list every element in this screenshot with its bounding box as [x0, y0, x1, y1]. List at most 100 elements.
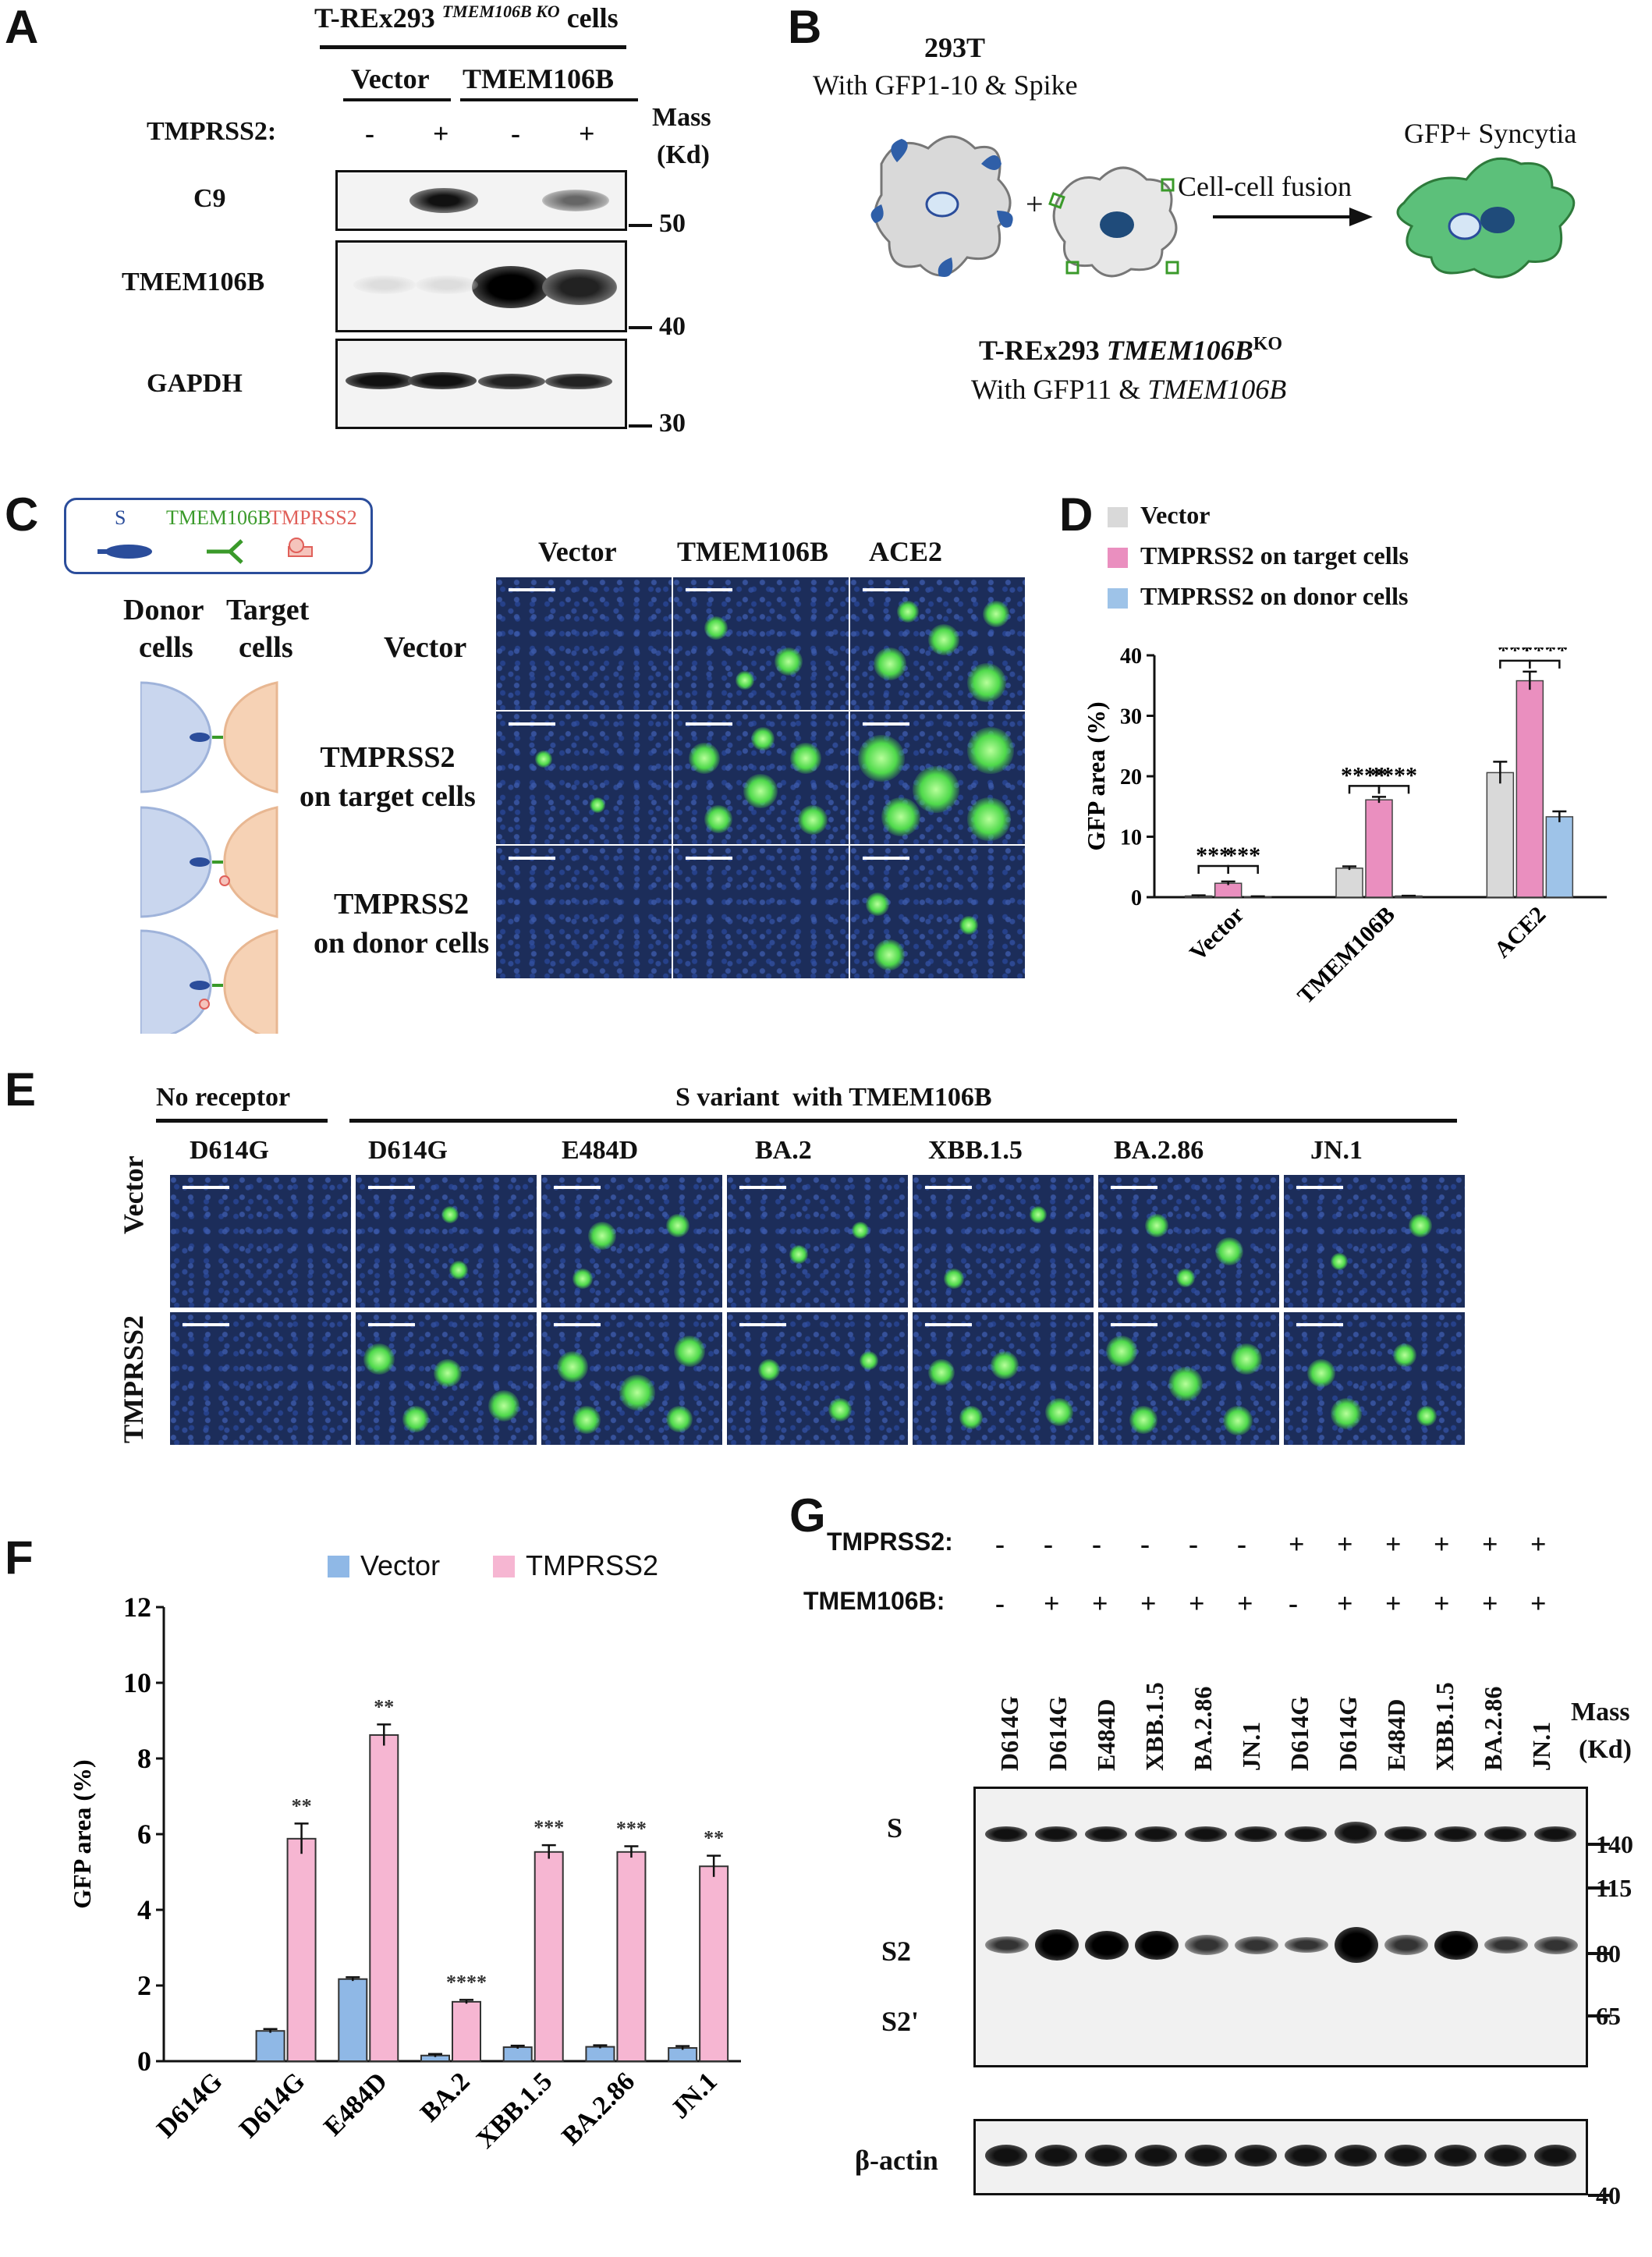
g-lane-label: D614G [1044, 1696, 1072, 1771]
e-image-vector-6 [1097, 1173, 1281, 1309]
a-blot-gapdh [335, 339, 627, 429]
g-band-actin-lane [1085, 2145, 1127, 2167]
a-tmprss2-label: TMPRSS2: [147, 117, 277, 146]
g-band-s2-lane [1135, 1930, 1179, 1960]
g-tmprss2-sign: + [1337, 1528, 1353, 1560]
f-bar [286, 1837, 317, 2062]
d-y-tick-label: 40 [1120, 648, 1142, 669]
tmprss2-icon [288, 538, 313, 557]
a-mass-label: Mass [652, 103, 711, 132]
g-band-s2-lane [1335, 1927, 1378, 1963]
d-legend-swatch-donor [1108, 588, 1128, 609]
g-lane-label: D614G [1334, 1696, 1362, 1771]
a-row-gapdh: GAPDH [147, 369, 243, 398]
c-legend-box: S TMEM106B TMPRSS2 [64, 498, 373, 574]
a-cell-title-suffix: cells [566, 2, 619, 34]
g-band-actin-lane [1335, 2145, 1377, 2167]
d-legend-target: TMPRSS2 on target cells [1140, 541, 1409, 570]
g-band-s2prime: S2' [881, 2006, 920, 2037]
e-col-3: E484D [562, 1136, 639, 1165]
c-image-donor-vector [495, 844, 673, 980]
g-tmprss2-sign: - [1140, 1528, 1150, 1560]
g-lane-label: D614G [995, 1696, 1023, 1771]
d-legend-swatch-target [1108, 548, 1128, 568]
a-marker-tick-50 [629, 224, 652, 227]
f-legend-swatch-tmprss2 [493, 1556, 515, 1577]
d-bar [1214, 882, 1243, 898]
g-tmem-sign: + [1530, 1588, 1547, 1619]
d-sig-label: **** [1341, 762, 1388, 788]
a-row-tmem106b: TMEM106B [122, 268, 265, 296]
g-band-s-lane [1085, 1826, 1127, 1842]
g-loading-label: β-actin [855, 2145, 938, 2176]
d-legend-vector: Vector [1140, 501, 1211, 529]
a-title-line [320, 45, 626, 49]
e-image-vector-2 [354, 1173, 538, 1309]
c-cell-schematics [140, 681, 278, 1034]
g-band-actin-lane [1135, 2145, 1177, 2167]
f-bar [369, 1734, 399, 2062]
f-legend: Vector TMPRSS2 [328, 1549, 733, 1588]
a-group-line-2 [460, 98, 638, 101]
f-x-tick-label: BA.2.86 [556, 2067, 640, 2151]
g-band-s2-lane [1434, 1930, 1478, 1960]
f-bar [502, 2046, 533, 2062]
c-row-vector: Vector [384, 631, 467, 664]
g-blot-spike [973, 1787, 1588, 2067]
c-col-tmem106b: TMEM106B [677, 536, 828, 567]
g-band-s2-lane [1085, 1930, 1129, 1960]
c-schematic-row-2 [140, 806, 278, 918]
f-sig-label: **** [446, 1971, 487, 1993]
g-tmem-sign: + [1092, 1588, 1108, 1619]
d-sig-bracket [1377, 785, 1410, 794]
e-group-no-receptor: No receptor [156, 1083, 291, 1112]
g-band-actin-lane [1384, 2145, 1427, 2167]
d-y-tick-label: 10 [1120, 826, 1142, 850]
e-group-line-2 [349, 1119, 1457, 1123]
d-sig-bracket [1227, 864, 1259, 874]
g-marker-actin-40: 40 [1596, 2181, 1621, 2209]
d-sig-label: **** [1521, 648, 1568, 663]
f-y-tick-label: 4 [137, 1894, 151, 1925]
g-band-s-lane [1484, 1826, 1526, 1842]
g-band-actin-lane [1484, 2145, 1526, 2167]
g-band-actin-lane [1235, 2145, 1277, 2167]
c-donor-label-2: cells [139, 631, 193, 664]
f-x-tick-label: BA.2 [415, 2067, 476, 2127]
f-y-tick-label: 6 [137, 1819, 151, 1850]
f-bar [255, 2030, 285, 2063]
d-y-tick-label: 20 [1120, 765, 1142, 790]
d-sig-label: *** [1498, 648, 1533, 663]
d-sig-label: **** [1370, 762, 1417, 788]
c-image-vector-tmem106b [672, 576, 850, 712]
a-cell-title-text: T-REx293 [314, 2, 435, 34]
d-y-tick-label: 30 [1120, 705, 1142, 729]
c-legend-s: S [115, 506, 126, 529]
d-chart: 0 10 20 30 40 GFP area (%) Vector TMEM106B ACE2 *… [1082, 648, 1607, 1009]
g-mass-label: Mass [1571, 1698, 1630, 1726]
c-row-tmprss2-target: TMPRSS2 on target cells [300, 741, 476, 813]
g-lane-label: BA.2.86 [1479, 1686, 1507, 1771]
b-target-title: T-REx293 TMEM106BKO [979, 334, 1283, 366]
c-image-donor-ace2 [849, 844, 1026, 980]
g-tmem-sign: + [1189, 1588, 1205, 1619]
g-tmprss2-sign: + [1530, 1528, 1547, 1560]
d-bar [1516, 680, 1544, 898]
c-legend-tmprss2: TMPRSS2 [269, 506, 357, 529]
panel-letter-a: A [5, 1, 39, 53]
g-lane-label: D614G [1285, 1696, 1313, 1771]
g-band-s-lane [1384, 1826, 1427, 1842]
f-x-tick-label: D614G [234, 2067, 310, 2143]
g-tmprss2-sign: + [1482, 1528, 1498, 1560]
d-bar [1365, 799, 1393, 898]
g-lane-label: BA.2.86 [1189, 1686, 1217, 1771]
d-bar [1545, 816, 1574, 898]
g-band-actin-lane [1534, 2145, 1576, 2167]
c-image-target-tmem106b [672, 710, 850, 846]
b-result-label: GFP+ Syncytia [1404, 118, 1577, 149]
c-target-label-2: cells [239, 631, 293, 664]
g-band-actin-lane [1185, 2145, 1227, 2167]
b-donor-sub: With GFP1-10 & Spike [813, 69, 1078, 101]
d-y-tick-label: 0 [1131, 886, 1142, 910]
g-band-s-lane [1135, 1826, 1177, 1842]
